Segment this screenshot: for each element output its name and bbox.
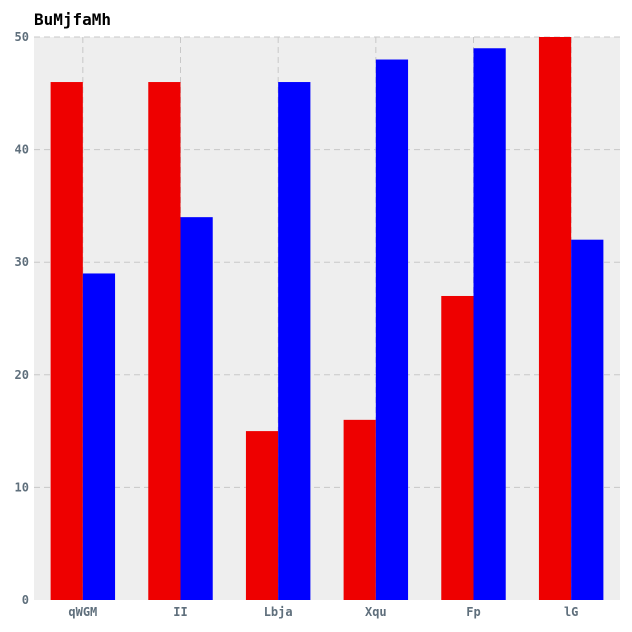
y-tick-label: 30 [15, 255, 29, 269]
y-axis-ticks: 0 10 20 30 40 50 [15, 30, 29, 607]
plot-area [34, 37, 620, 600]
bar-series2-II [180, 217, 213, 600]
bar-series2-Xqu [375, 59, 409, 600]
x-tick-label: Fp [466, 605, 480, 619]
bar-series2-qWGM [82, 273, 116, 600]
y-tick-label: 50 [15, 30, 29, 44]
y-tick-label: 20 [15, 368, 29, 382]
y-tick-label: 10 [15, 480, 29, 494]
bar-series1-lG [538, 37, 572, 600]
y-tick-label: 40 [15, 143, 29, 157]
chart-title: BuMjfaMh [34, 10, 111, 29]
bars [50, 37, 604, 601]
y-tick-label: 0 [22, 593, 29, 607]
bar-series2-Fp [473, 48, 506, 600]
x-axis-ticks: qWGM II Lbja Xqu Fp lG [68, 605, 578, 619]
bar-series1-II [148, 82, 181, 601]
bar-series1-Fp [441, 295, 474, 600]
x-tick-label: II [173, 605, 187, 619]
bar-series1-qWGM [50, 82, 83, 601]
x-tick-label: lG [564, 605, 578, 619]
bar-series2-Lbja [278, 82, 311, 601]
bar-series1-Lbja [245, 431, 279, 600]
bar-series2-lG [571, 239, 604, 600]
x-tick-label: Xqu [365, 605, 387, 619]
bar-series1-Xqu [343, 419, 376, 600]
x-tick-label: Lbja [264, 605, 293, 619]
x-tick-label: qWGM [68, 605, 97, 619]
